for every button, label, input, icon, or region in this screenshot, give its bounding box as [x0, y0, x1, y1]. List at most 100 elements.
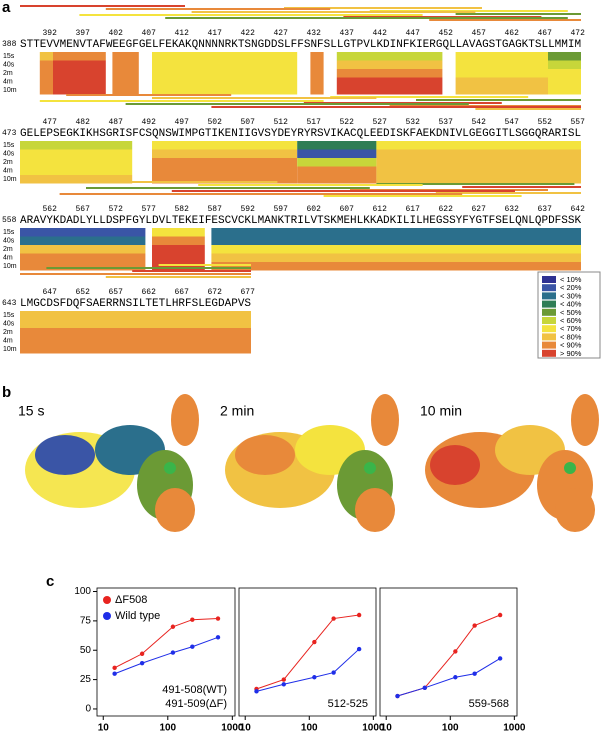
- residue-number: 627: [471, 205, 486, 214]
- heat-cell: [455, 52, 548, 61]
- plot-frame: [379, 587, 518, 717]
- heat-cell: [455, 77, 548, 86]
- residue-number: 537: [438, 118, 453, 127]
- heat-cell: [336, 77, 443, 86]
- series-line: [397, 614, 501, 697]
- residue-number: 437: [339, 29, 354, 38]
- residue-number: 632: [504, 205, 519, 214]
- y-tick-label: 25: [80, 674, 92, 685]
- heat-cell: [152, 236, 205, 245]
- data-point: [215, 635, 221, 640]
- legend-label: ΔF508: [115, 594, 147, 606]
- row-start: 558: [2, 216, 17, 225]
- heat-cell: [53, 60, 106, 69]
- heat-cell: [211, 253, 581, 262]
- x-tick-label: 10: [240, 723, 252, 734]
- data-point: [453, 675, 458, 680]
- residue-number: 442: [372, 29, 387, 38]
- residue-number: 497: [174, 118, 189, 127]
- plot-frame: [96, 587, 236, 717]
- legend-marker: [103, 612, 111, 620]
- residue-number: 522: [339, 118, 354, 127]
- heat-cell: [20, 228, 146, 237]
- protein-2min: [225, 394, 399, 532]
- heat-cell: [455, 60, 548, 69]
- data-point: [356, 646, 362, 652]
- heat-cell: [297, 149, 377, 158]
- legend-marker: [103, 596, 111, 604]
- heat-cell: [152, 77, 298, 86]
- residue-number: 477: [42, 118, 57, 127]
- heat-cell: [39, 86, 53, 95]
- time-label: 15s: [3, 53, 15, 60]
- data-point: [190, 617, 195, 622]
- residue-number: 487: [108, 118, 123, 127]
- heat-cell: [455, 69, 548, 78]
- x-tick-label: 10: [381, 723, 393, 734]
- legend-label: < 60%: [560, 316, 582, 325]
- sequence: ARAVYKDADLYLLDSPFGYLDVLTEKEIFESCVCKLMANK…: [20, 215, 581, 227]
- protein-15s: [25, 394, 199, 532]
- heat-cell: [20, 336, 251, 345]
- row-start: 388: [2, 40, 17, 49]
- heat-cell: [112, 86, 139, 95]
- heat-cell: [20, 253, 146, 262]
- residue-number: 672: [207, 288, 222, 297]
- sequence: STTEVVMENVTAFWEEGFGELFEKAKQNNNNRKTSNGDDS…: [20, 39, 581, 51]
- residue-number: 432: [306, 29, 321, 38]
- heat-cell: [112, 77, 139, 86]
- residue-number: 647: [42, 288, 57, 297]
- residue-number: 547: [504, 118, 519, 127]
- residue-number: 607: [339, 205, 354, 214]
- x-tick-label: 1000: [362, 723, 385, 734]
- heat-cell: [53, 86, 106, 95]
- data-point: [139, 660, 145, 666]
- residue-number: 417: [207, 29, 222, 38]
- legend-swatch: [542, 325, 556, 333]
- time-label: 40s: [3, 320, 15, 327]
- residue-number: 587: [207, 205, 222, 214]
- data-point: [170, 650, 176, 655]
- residue-number: 402: [108, 29, 123, 38]
- time-label: 40s: [3, 150, 15, 157]
- panel-label: c: [46, 573, 54, 590]
- residue-number: 392: [42, 29, 57, 38]
- heat-cell: [20, 141, 133, 150]
- heat-cell: [310, 69, 324, 78]
- heat-cell: [310, 86, 324, 95]
- time-label: 2m: [3, 70, 13, 77]
- residue-number: 472: [570, 29, 585, 38]
- data-point: [254, 689, 259, 694]
- legend-swatch: [542, 292, 556, 300]
- time-label: 15s: [3, 229, 15, 236]
- residue-number: 667: [174, 288, 189, 297]
- legend-swatch: [542, 317, 556, 324]
- residue-number: 482: [75, 118, 90, 127]
- heat-cell: [297, 141, 377, 150]
- heat-cell: [20, 311, 251, 320]
- residue-number: 527: [372, 118, 387, 127]
- x-tick-label: 10: [98, 723, 110, 734]
- legend-label: < 80%: [560, 332, 582, 341]
- heat-cell: [455, 86, 548, 95]
- residue-number: 582: [174, 205, 189, 214]
- time-label: 10m: [3, 263, 17, 270]
- legend-label: < 50%: [560, 308, 582, 317]
- data-point: [190, 644, 195, 649]
- panel-label: a: [2, 0, 11, 16]
- heat-cell: [20, 245, 146, 254]
- heat-cell: [336, 52, 443, 61]
- legend-swatch: [542, 308, 556, 316]
- annotation: 491-509(ΔF): [165, 698, 227, 710]
- x-tick-label: 100: [301, 723, 318, 734]
- data-point: [312, 639, 317, 645]
- heat-cell: [152, 141, 298, 150]
- data-point: [472, 623, 477, 628]
- data-point: [112, 671, 117, 676]
- residue-number: 412: [174, 29, 189, 38]
- time-label: 4m: [3, 254, 13, 261]
- residue-number: 617: [405, 205, 420, 214]
- heat-cell: [336, 69, 443, 78]
- x-tick-label: 1000: [503, 723, 526, 734]
- time-label: 40s: [3, 61, 15, 68]
